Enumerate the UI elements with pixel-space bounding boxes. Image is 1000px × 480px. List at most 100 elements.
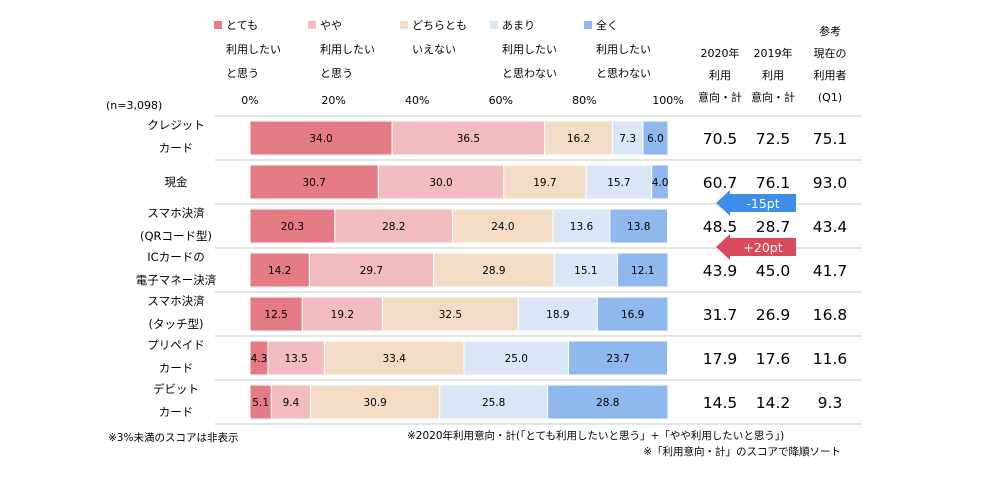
x-tick-label: 80% [572,94,596,107]
category-label: カード [159,141,194,155]
annotation-label: +20pt [743,240,782,255]
category-label: (タッチ型) [149,317,204,331]
summary-value: 28.7 [756,218,791,236]
bar-value-label: 14.2 [268,265,291,277]
summary-value: 14.2 [756,394,791,412]
bar-value-label: 6.0 [647,133,664,145]
bar-segment [596,296,669,332]
annotations: -15pt +20pt [716,190,796,260]
bar-segment [547,384,669,420]
bar-segment [334,208,454,244]
bar-segment [377,164,505,200]
bar-value-label: 4.3 [251,353,268,365]
bar-segment [382,296,519,332]
footnote-right-1: ※2020年利用意向・計(「とても利用したいと思う」+「やや利用したいと思う」) [407,429,784,442]
summary-value: 45.0 [756,262,791,280]
bar-segment [552,208,611,244]
bar-segment [452,208,554,244]
bar-segment [553,252,618,288]
x-tick-label: 100% [652,94,683,107]
legend-swatch [584,21,592,29]
bar-value-label: 23.7 [606,353,629,365]
summary-value: 14.5 [703,394,738,412]
bar-value-label: 25.0 [505,353,528,365]
bar-value-label: 18.9 [546,309,569,321]
category-labels: クレジットカード現金スマホ決済(QRコード型)ICカードの電子マネー決済スマホ決… [136,118,217,419]
bar-value-label: 13.6 [570,221,594,233]
bar-value-label: 36.5 [457,133,480,145]
footnote-left: ※3%未満のスコアは非表示 [108,431,238,444]
column-header: 参考 [819,24,841,38]
bar-value-label: 12.5 [264,309,287,321]
x-tick-label: 60% [489,94,513,107]
x-tick-label: 20% [321,94,345,107]
bar-segment [433,252,555,288]
bar-segment [249,164,379,200]
legend-label: と思わない [596,67,651,80]
legend-swatch [490,21,498,29]
legend-label: いえない [412,43,456,56]
category-label: 電子マネー決済 [136,273,217,287]
legend: とても利用したいと思うやや利用したいと思うどちらともいえないあまり利用したいと思… [214,18,651,80]
summary-value: 16.8 [813,306,848,324]
bar-segment [503,164,587,200]
bar-segment [391,120,546,156]
bar-segment [651,164,669,200]
annotation-arrow [716,234,796,260]
bar-value-label: 28.2 [382,221,405,233]
summary-value: 72.5 [756,130,791,148]
bar-value-label: 29.7 [360,265,383,277]
legend-item: とても利用したいと思う [214,19,281,80]
category-label: プリペイド [147,338,205,352]
bar-value-label: 28.9 [482,265,505,277]
bar-segment [323,340,465,376]
category-label: スマホ決済 [147,206,205,220]
sample-size-note: (n=3,098) [106,99,162,112]
category-label: 現金 [165,175,188,189]
bar-value-label: 15.7 [607,177,630,189]
bar-value-label: 5.1 [252,397,269,409]
summary-value: 75.1 [813,130,848,148]
bar-value-label: 12.1 [631,265,654,277]
legend-label: 利用したい [226,43,281,56]
column-header: (Q1) [818,91,842,104]
summary-value: 76.1 [756,174,791,192]
bar-value-label: 30.0 [429,177,452,189]
bar-value-label: 25.8 [482,397,505,409]
legend-label: と思う [226,67,259,80]
bars: 34.0 36.5 16.2 7.3 6.0 30.7 30.0 19.7 15.7 4.0 20.… [249,120,669,420]
summary-value: 60.7 [703,174,738,192]
column-header: 利用 [762,69,784,82]
footnote-right-2: ※「利用意向・計」のスコアで降順ソート [643,445,841,458]
bar-segment [301,296,384,332]
legend-swatch [308,21,316,29]
bar-value-label: 7.3 [619,133,636,145]
bar-value-label: 16.9 [621,309,644,321]
bar-segment [249,252,310,288]
bar-segment [568,340,669,376]
summary-value: 17.9 [703,350,738,368]
bar-segment [642,120,669,156]
summary-value: 26.9 [756,306,791,324]
column-header: 現在の [814,47,847,60]
legend-label: とても [226,19,258,32]
summary-value: 43.9 [703,262,738,280]
summary-value: 11.6 [813,350,848,368]
bar-value-label: 20.3 [281,221,304,233]
category-label: カード [159,405,194,419]
bar-value-label: 30.9 [363,397,386,409]
category-label: ICカードの [147,250,204,264]
bar-value-label: 13.8 [627,221,650,233]
bar-segment [439,384,549,420]
bar-value-label: 15.1 [574,265,597,277]
summary-value: 31.7 [703,306,738,324]
category-label: (QRコード型) [140,229,212,243]
bar-value-label: 34.0 [309,133,332,145]
bar-value-label: 4.0 [652,177,669,189]
legend-label: どちらとも [412,19,467,32]
bar-value-label: 28.8 [596,397,619,409]
bar-segment [249,120,393,156]
legend-label: と思わない [502,67,557,80]
